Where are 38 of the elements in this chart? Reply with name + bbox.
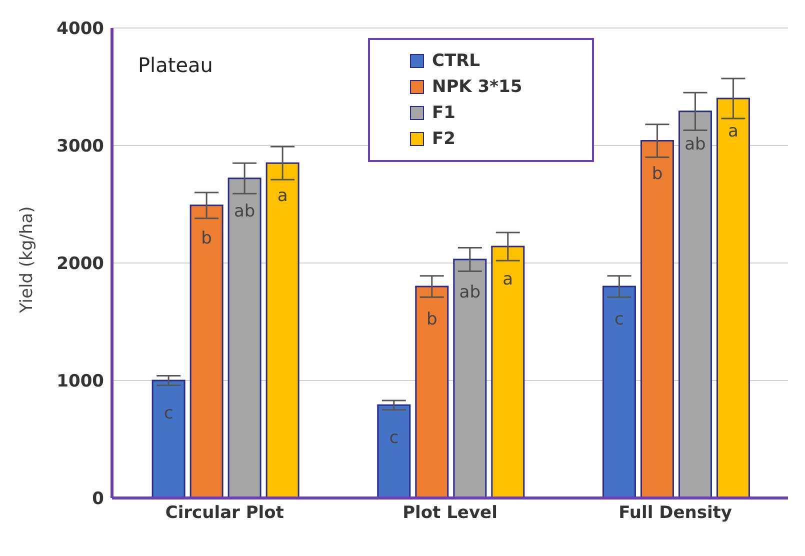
legend-label: F1	[432, 103, 456, 123]
legend-label: F2	[432, 129, 456, 149]
bar	[678, 110, 712, 498]
x-tick-label: Full Density	[618, 503, 732, 524]
legend-label: NPK 3*15	[432, 77, 522, 97]
bar	[453, 258, 487, 498]
annotation: b	[426, 310, 438, 330]
annotation: ab	[684, 134, 706, 154]
y-tick-label: 3000	[56, 136, 104, 157]
bar	[415, 286, 449, 498]
y-tick-label: 0	[92, 489, 104, 510]
annotation: a	[502, 270, 514, 290]
bar	[716, 98, 750, 498]
text: Plateau	[138, 53, 213, 77]
y-axis-title: Yield (kg/ha)	[17, 206, 38, 314]
bar	[640, 140, 674, 498]
bar	[190, 204, 224, 498]
annotation: a	[277, 186, 288, 206]
annotation: c	[614, 310, 624, 330]
annotation: ab	[234, 201, 256, 222]
annotation: c	[389, 428, 399, 448]
y-tick-label: 2000	[56, 254, 104, 274]
annotation: a	[728, 122, 738, 142]
y-tick-label: 1000	[56, 372, 104, 392]
legend-label: CTRL	[432, 51, 480, 71]
x-tick-label: Circular Plot	[165, 503, 284, 524]
bar	[152, 380, 186, 498]
annotation: ab	[459, 282, 481, 302]
bar	[491, 246, 525, 498]
bar	[602, 286, 636, 498]
bar	[266, 162, 300, 498]
annotation: b	[201, 228, 212, 248]
bar	[377, 404, 411, 498]
x-tick-label: Plot Level	[402, 503, 498, 524]
annotation: b	[652, 164, 663, 184]
bar	[228, 178, 262, 498]
y-tick-label: 4000	[56, 19, 104, 40]
annotation: c	[164, 404, 174, 424]
